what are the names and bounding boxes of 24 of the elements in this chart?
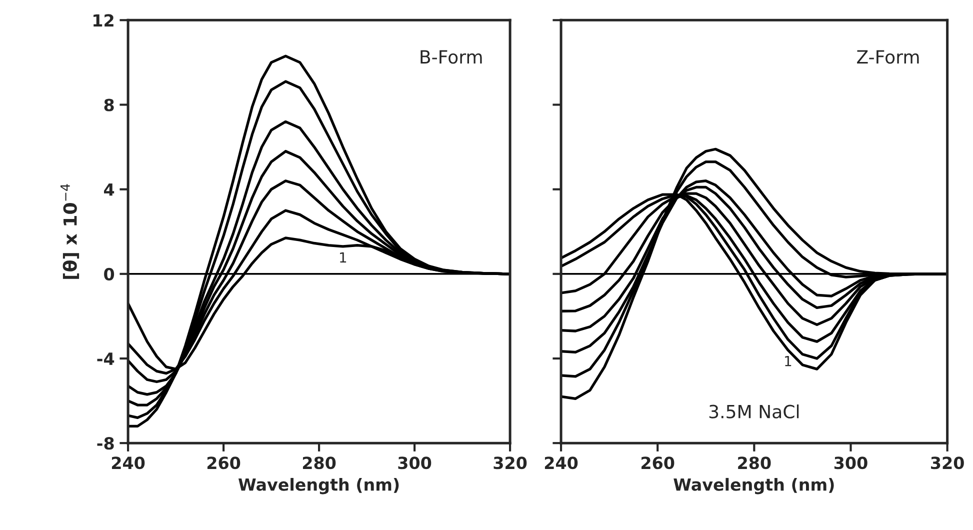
x-axis-title: Wavelength (nm) xyxy=(238,478,399,494)
annotation: Z-Form xyxy=(857,50,919,64)
y-tick-label: 12 xyxy=(94,14,114,26)
x-tick-label: 320 xyxy=(931,456,964,470)
x-tick-label: 260 xyxy=(207,456,240,470)
x-axis-title: Wavelength (nm) xyxy=(674,478,834,494)
y-tick-label: -4 xyxy=(97,352,114,365)
y-tick-label: 0 xyxy=(104,268,114,280)
x-tick-label: 280 xyxy=(302,456,336,470)
x-tick-label: 320 xyxy=(494,456,527,470)
y-tick-label: 8 xyxy=(104,98,114,112)
x-tick-label: 240 xyxy=(112,456,145,470)
annotation: 1 xyxy=(785,356,792,366)
x-tick-label: 300 xyxy=(834,456,868,470)
x-tick-label: 280 xyxy=(738,456,771,470)
y-tick-label: 4 xyxy=(104,183,114,196)
y-tick-label: -8 xyxy=(97,437,114,450)
annotation: 3.5M NaCl xyxy=(709,404,799,418)
annotation: 1 xyxy=(340,252,346,263)
annotation: B-Form xyxy=(420,50,482,64)
x-tick-label: 260 xyxy=(642,456,674,470)
x-tick-label: 300 xyxy=(398,456,432,470)
y-axis-title: [θ] x 10$^{−4}$ xyxy=(60,184,80,279)
x-tick-label: 240 xyxy=(544,456,578,470)
